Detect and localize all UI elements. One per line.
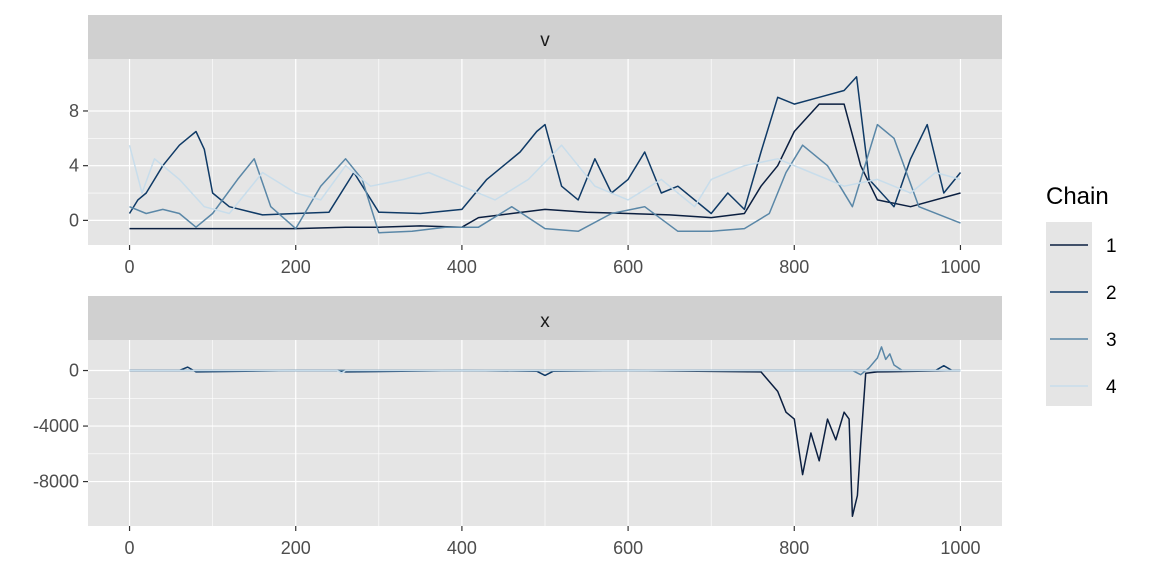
panel-v-grid: [88, 59, 1002, 245]
strip-v-background: [88, 15, 1002, 59]
legend-label-chain-2: 2: [1106, 283, 1117, 304]
x-tick-label: 600: [613, 257, 643, 277]
strip-v-label: v: [540, 30, 550, 51]
panel-x-series: [129, 346, 961, 518]
series-line-chain-3: [129, 123, 961, 234]
series-line-chain-1: [129, 103, 961, 230]
y-tick-label: 0: [69, 361, 79, 381]
y-tick-label: 4: [69, 156, 79, 176]
panel-v-y-axis: 0 4 8: [69, 101, 88, 230]
y-tick-label: 8: [69, 101, 79, 121]
x-tick-label: 600: [613, 538, 643, 558]
legend-items: 1 2 3 4: [1050, 236, 1117, 398]
legend-title: Chain: [1046, 183, 1109, 210]
x-tick-label: 200: [281, 257, 311, 277]
x-tick-label: 800: [779, 257, 809, 277]
y-tick-label: 0: [69, 210, 79, 230]
panel-x-x-axis: 0 200 400 600 800 1000: [125, 526, 980, 558]
x-tick-label: 1000: [940, 538, 980, 558]
x-tick-label: 400: [447, 257, 477, 277]
y-tick-label: -8000: [33, 472, 79, 492]
legend: Chain 1 2 3 4: [1046, 183, 1117, 406]
series-line-chain-4: [129, 369, 961, 375]
panel-x-y-axis: 0 -4000 -8000: [33, 361, 88, 492]
strip-x-background: [88, 296, 1002, 340]
x-tick-label: 400: [447, 538, 477, 558]
x-tick-label: 1000: [940, 257, 980, 277]
strip-x-label: x: [540, 311, 550, 332]
legend-label-chain-1: 1: [1106, 236, 1117, 257]
series-line-chain-4: [128, 144, 961, 215]
panel-v-series: [128, 76, 962, 234]
legend-label-chain-3: 3: [1106, 330, 1117, 351]
series-line-chain-2: [128, 76, 962, 216]
facet-v: v 0 200 400 600 800 1000 0 4 8: [69, 15, 1002, 277]
x-tick-label: 0: [125, 538, 135, 558]
legend-label-chain-4: 4: [1106, 377, 1117, 398]
y-tick-label: -4000: [33, 416, 79, 436]
x-tick-label: 200: [281, 538, 311, 558]
legend-keys-background: [1046, 222, 1092, 406]
x-tick-label: 0: [125, 257, 135, 277]
x-tick-label: 800: [779, 538, 809, 558]
panel-v-x-axis: 0 200 400 600 800 1000: [125, 245, 980, 277]
facet-x: x 0 200 400 600 800 1000 0 -4000 -8000: [33, 296, 1002, 558]
